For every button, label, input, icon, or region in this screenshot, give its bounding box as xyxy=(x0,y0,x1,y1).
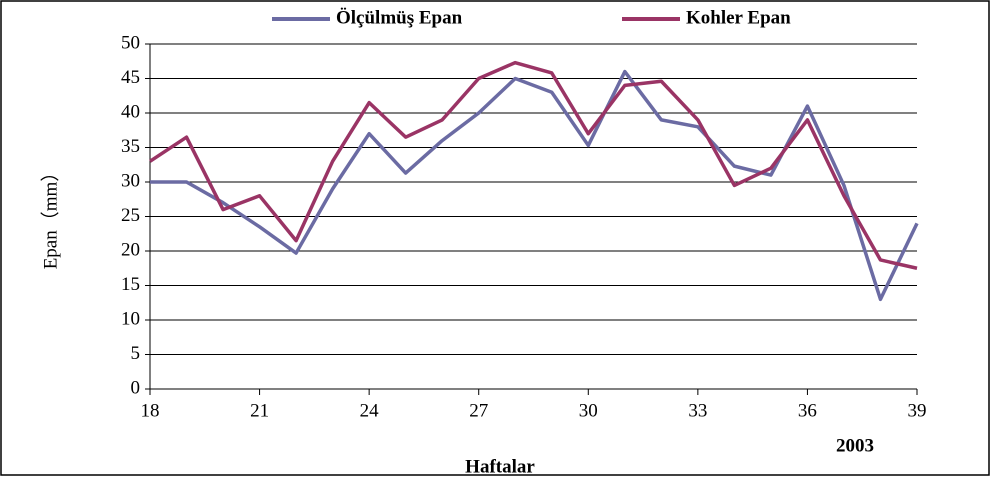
y-tick-label: 50 xyxy=(121,32,140,53)
legend-label: Kohler Epan xyxy=(686,7,791,28)
x-tick-label: 33 xyxy=(688,400,707,421)
y-tick-label: 40 xyxy=(121,101,140,122)
y-tick-label: 5 xyxy=(131,343,141,364)
x-axis-label: Haftalar xyxy=(465,456,535,477)
y-tick-label: 45 xyxy=(121,67,140,88)
y-tick-label: 20 xyxy=(121,239,140,260)
y-tick-label: 35 xyxy=(121,136,140,157)
x-tick-label: 24 xyxy=(360,400,380,421)
y-tick-label: 30 xyxy=(121,170,140,191)
x-tick-label: 27 xyxy=(469,400,488,421)
annotation: 2003 xyxy=(836,435,874,456)
y-tick-label: 15 xyxy=(121,274,140,295)
legend-label: Ölçülmüş Epan xyxy=(336,7,463,28)
x-tick-label: 39 xyxy=(908,400,927,421)
series-line xyxy=(149,60,918,270)
y-tick-label: 0 xyxy=(131,377,141,398)
y-axis-label: Epan（mm） xyxy=(39,163,61,270)
y-tick-label: 25 xyxy=(121,205,140,226)
series-line xyxy=(150,69,919,302)
x-tick-label: 30 xyxy=(579,400,598,421)
x-tick-label: 36 xyxy=(798,400,817,421)
y-tick-label: 10 xyxy=(121,308,140,329)
x-tick-label: 21 xyxy=(250,400,269,421)
x-tick-label: 18 xyxy=(141,400,160,421)
